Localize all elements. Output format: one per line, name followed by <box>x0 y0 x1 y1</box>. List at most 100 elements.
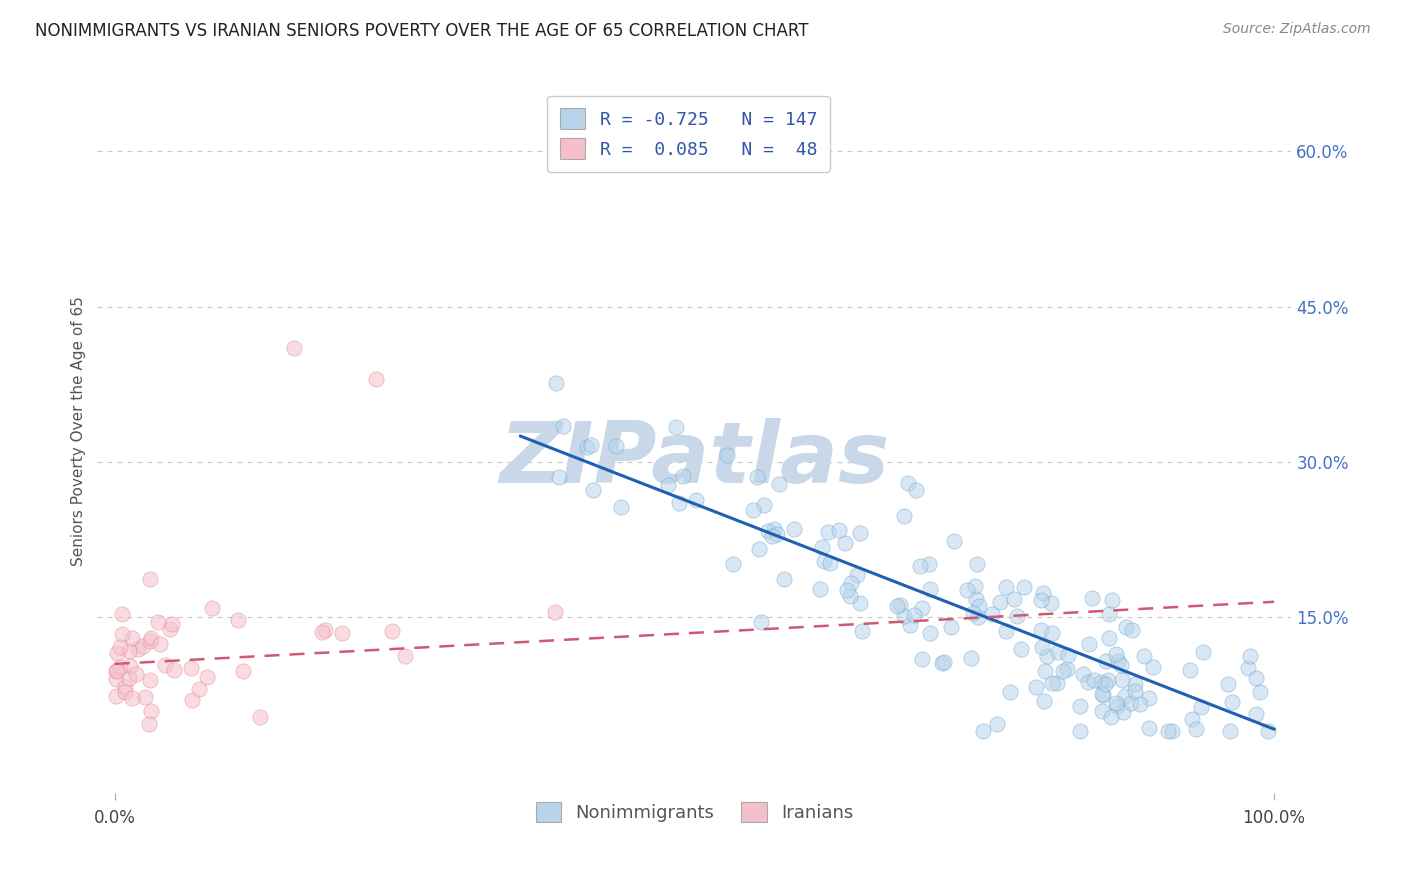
Point <box>226 613 249 627</box>
Point <box>1031 640 1053 654</box>
Text: Source: ZipAtlas.com: Source: ZipAtlas.com <box>1223 22 1371 37</box>
Point <box>114 684 136 698</box>
Point <box>657 478 679 492</box>
Point <box>1040 675 1063 690</box>
Point <box>1039 596 1062 610</box>
Point <box>972 724 994 739</box>
Point <box>381 624 404 638</box>
Point <box>394 649 416 664</box>
Point <box>761 528 783 542</box>
Point <box>1137 721 1160 735</box>
Point <box>1123 676 1146 690</box>
Point <box>835 583 858 598</box>
Point <box>838 589 860 603</box>
Point <box>749 615 772 629</box>
Point <box>105 646 128 660</box>
Point <box>1090 675 1112 690</box>
Point <box>965 591 987 606</box>
Point <box>364 372 387 386</box>
Point <box>1032 586 1054 600</box>
Point <box>1244 671 1267 685</box>
Point <box>579 438 602 452</box>
Point <box>886 599 908 614</box>
Point <box>149 637 172 651</box>
Point <box>1181 712 1204 726</box>
Point <box>818 556 841 570</box>
Point <box>959 651 981 665</box>
Point <box>159 623 181 637</box>
Point <box>1031 623 1053 637</box>
Point <box>605 439 627 453</box>
Point <box>685 493 707 508</box>
Point <box>768 477 790 491</box>
Point <box>995 580 1018 594</box>
Point <box>195 670 218 684</box>
Point <box>139 572 162 586</box>
Point <box>772 572 794 586</box>
Point <box>104 672 127 686</box>
Point <box>1032 694 1054 708</box>
Point <box>1111 706 1133 720</box>
Point <box>1078 637 1101 651</box>
Point <box>104 664 127 678</box>
Point <box>723 558 745 572</box>
Point <box>1025 681 1047 695</box>
Point <box>1115 620 1137 634</box>
Point <box>967 599 990 613</box>
Point <box>1081 591 1104 606</box>
Point <box>941 620 963 634</box>
Point <box>828 523 851 537</box>
Point <box>1244 706 1267 721</box>
Point <box>1111 657 1133 672</box>
Point <box>849 596 872 610</box>
Point <box>576 440 599 454</box>
Point <box>931 657 953 671</box>
Point <box>544 605 567 619</box>
Point <box>1069 724 1091 739</box>
Point <box>782 522 804 536</box>
Point <box>1121 623 1143 637</box>
Point <box>139 673 162 687</box>
Point <box>678 134 700 148</box>
Point <box>141 705 163 719</box>
Point <box>1071 667 1094 681</box>
Point <box>121 690 143 705</box>
Point <box>763 522 786 536</box>
Point <box>1047 645 1070 659</box>
Point <box>839 576 862 591</box>
Point <box>1094 676 1116 690</box>
Point <box>581 483 603 498</box>
Point <box>988 595 1011 609</box>
Point <box>898 617 921 632</box>
Point <box>121 631 143 645</box>
Point <box>1249 685 1271 699</box>
Point <box>111 627 134 641</box>
Point <box>108 659 131 673</box>
Point <box>943 533 966 548</box>
Point <box>967 610 990 624</box>
Point <box>146 615 169 629</box>
Point <box>1157 724 1180 739</box>
Point <box>1133 648 1156 663</box>
Point <box>1010 642 1032 657</box>
Point <box>283 341 305 355</box>
Legend: Nonimmigrants, Iranians: Nonimmigrants, Iranians <box>523 789 866 835</box>
Point <box>716 448 738 462</box>
Text: NONIMMIGRANTS VS IRANIAN SENIORS POVERTY OVER THE AGE OF 65 CORRELATION CHART: NONIMMIGRANTS VS IRANIAN SENIORS POVERTY… <box>35 22 808 40</box>
Point <box>314 624 336 638</box>
Point <box>932 655 955 669</box>
Point <box>105 664 128 678</box>
Point <box>1091 687 1114 701</box>
Point <box>1219 724 1241 739</box>
Point <box>132 640 155 654</box>
Point <box>134 690 156 704</box>
Point <box>180 661 202 675</box>
Point <box>965 579 987 593</box>
Point <box>201 600 224 615</box>
Point <box>1192 644 1215 658</box>
Point <box>1056 648 1078 662</box>
Point <box>1216 677 1239 691</box>
Point <box>1239 648 1261 663</box>
Point <box>1069 698 1091 713</box>
Point <box>911 601 934 615</box>
